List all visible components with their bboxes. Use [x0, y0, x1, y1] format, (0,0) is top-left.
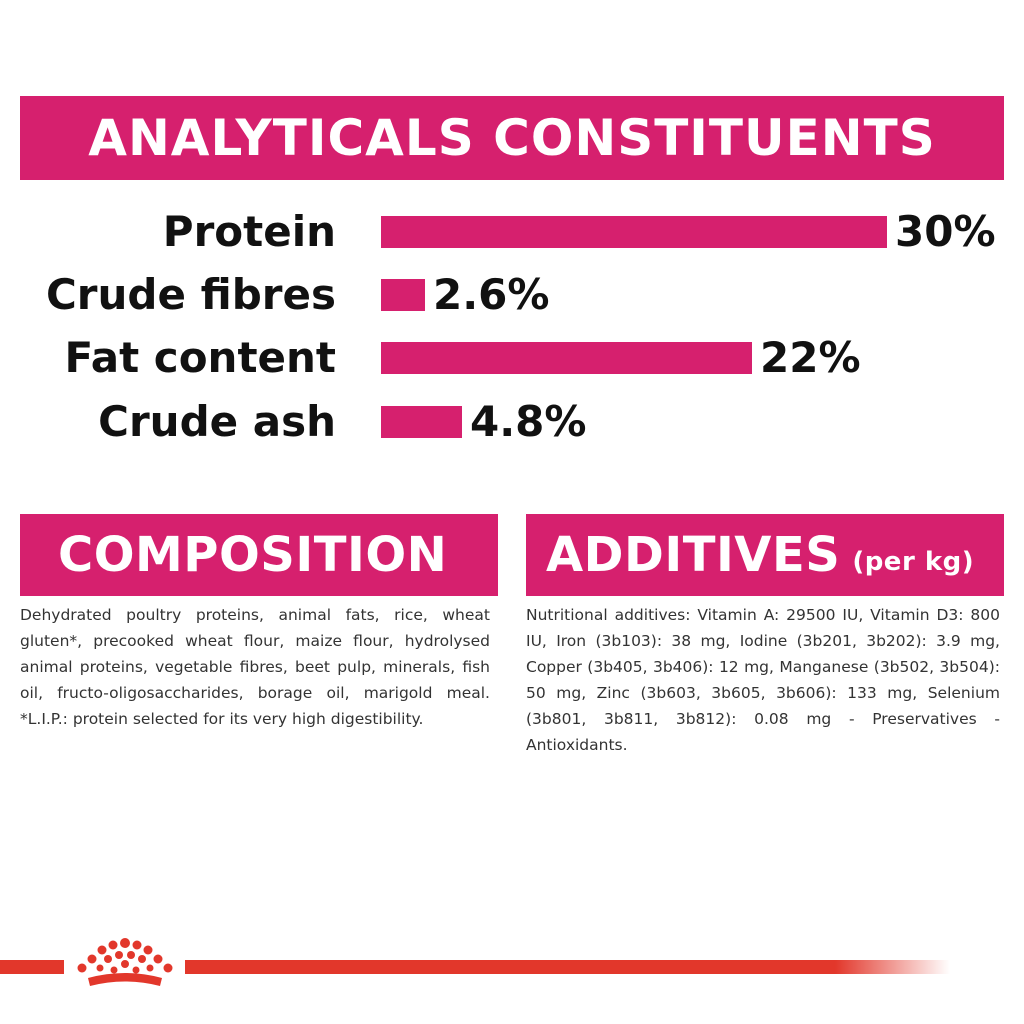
additives-title-banner: ADDITIVES (per kg) [526, 514, 1004, 596]
nutrient-row-protein: Protein 30% [0, 204, 1024, 260]
analytics-title-banner: ANALYTICALS CONSTITUENTS [20, 96, 1004, 180]
nutrient-label: Fat content [64, 333, 336, 382]
nutrient-row-crude-fibres: Crude fibres 2.6% [0, 267, 1024, 323]
footer-line-right [185, 960, 950, 974]
nutrient-label: Protein [162, 207, 336, 256]
analytics-title: ANALYTICALS CONSTITUENTS [88, 109, 936, 167]
nutrient-label: Crude ash [98, 397, 336, 446]
additives-title: ADDITIVES [546, 527, 841, 583]
nutrient-bar [381, 216, 887, 248]
composition-title-banner: COMPOSITION [20, 514, 498, 596]
additives-text: Nutritional additives: Vitamin A: 29500 … [526, 606, 1000, 754]
nutrient-value: 2.6% [433, 270, 550, 319]
nutrient-bar [381, 406, 462, 438]
nutrient-value: 22% [760, 333, 861, 382]
footer-line-left [0, 960, 64, 974]
nutrient-bar [381, 279, 425, 311]
nutrient-bar [381, 342, 752, 374]
nutrient-row-fat-content: Fat content 22% [0, 330, 1024, 386]
nutrient-label: Crude fibres [45, 270, 336, 319]
nutrient-row-crude-ash: Crude ash 4.8% [0, 394, 1024, 450]
composition-text: Dehydrated poultry proteins, animal fats… [20, 606, 490, 728]
royal-canin-crown-icon [77, 938, 173, 986]
composition-title: COMPOSITION [58, 527, 448, 583]
nutrient-value: 4.8% [470, 397, 587, 446]
additives-title-suffix: (per kg) [852, 547, 975, 577]
nutrient-value: 30% [895, 207, 996, 256]
